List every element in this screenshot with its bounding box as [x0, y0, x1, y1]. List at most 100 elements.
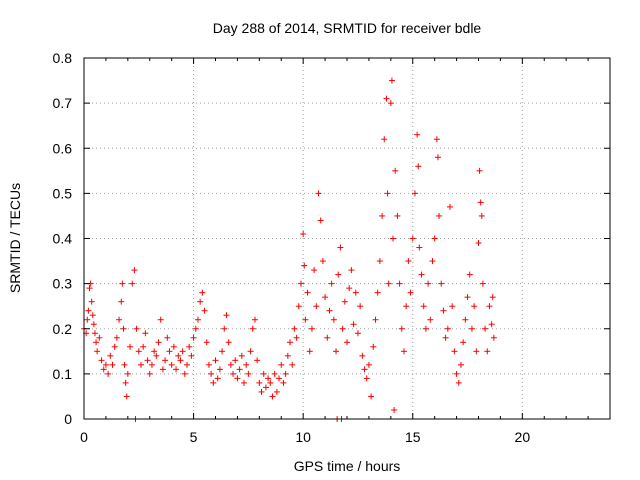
data-point	[333, 348, 340, 355]
data-point	[363, 375, 370, 382]
data-point	[330, 316, 337, 323]
data-point	[462, 316, 469, 323]
data-point	[98, 357, 105, 364]
data-point	[162, 357, 169, 364]
data-point	[192, 325, 199, 332]
data-point	[179, 348, 186, 355]
data-point	[451, 348, 458, 355]
data-point	[418, 271, 425, 278]
data-point	[127, 343, 134, 350]
data-point	[210, 379, 217, 386]
data-point	[394, 212, 401, 219]
data-point	[308, 325, 315, 332]
data-point	[466, 271, 473, 278]
y-tick-label: 0.4	[53, 231, 73, 247]
data-point	[89, 312, 96, 319]
data-point	[267, 379, 274, 386]
data-point	[280, 379, 287, 386]
data-point	[166, 348, 173, 355]
data-point	[184, 361, 191, 368]
data-point	[473, 348, 480, 355]
data-point	[475, 240, 482, 247]
data-point	[282, 370, 289, 377]
data-point	[258, 388, 265, 395]
data-point	[151, 348, 158, 355]
data-point	[490, 334, 497, 341]
data-point	[271, 370, 278, 377]
x-tick-label: 0	[80, 429, 88, 445]
data-point	[88, 298, 95, 305]
data-point	[131, 267, 138, 274]
data-point	[387, 100, 394, 107]
data-point	[238, 352, 245, 359]
data-point	[359, 352, 366, 359]
data-point	[119, 280, 126, 287]
data-point	[477, 199, 484, 206]
data-point	[284, 352, 291, 359]
y-tick-label: 0	[64, 411, 72, 427]
data-point	[190, 334, 197, 341]
data-point	[153, 352, 160, 359]
data-point	[168, 361, 175, 368]
data-point	[422, 325, 429, 332]
data-point	[118, 298, 125, 305]
data-point	[335, 271, 342, 278]
data-point	[135, 348, 142, 355]
data-point	[344, 339, 350, 346]
data-point	[431, 235, 438, 242]
y-tick-label: 0.6	[53, 140, 73, 156]
data-point	[289, 361, 296, 368]
data-point	[374, 289, 381, 296]
data-point	[236, 366, 243, 373]
data-point	[350, 321, 357, 328]
data-point	[317, 217, 324, 224]
data-point	[390, 235, 397, 242]
y-tick-label: 0.7	[53, 95, 73, 111]
data-point	[199, 289, 206, 296]
data-point	[260, 370, 267, 377]
data-point	[384, 190, 391, 197]
y-tick-label: 0.5	[53, 185, 73, 201]
data-point	[273, 388, 280, 395]
data-point	[400, 348, 407, 355]
data-point	[121, 361, 128, 368]
data-point	[315, 190, 322, 197]
data-point	[225, 339, 232, 346]
data-point	[301, 262, 308, 269]
axis-ticks: 0 5 10 15 20 0 0.1 0.2 0.3 0.4 0.5 0.6 0.7 0.8	[53, 50, 611, 445]
data-point	[137, 361, 144, 368]
data-point	[449, 303, 456, 310]
data-point	[124, 370, 131, 377]
data-point	[122, 379, 129, 386]
data-point	[429, 258, 436, 265]
data-point	[398, 325, 405, 332]
data-point	[415, 163, 422, 170]
x-tick-label: 20	[515, 429, 531, 445]
data-point	[142, 330, 149, 337]
data-point	[146, 370, 153, 377]
data-point	[405, 258, 412, 265]
data-point	[175, 352, 182, 359]
data-point	[295, 303, 302, 310]
data-point	[489, 294, 496, 301]
data-point	[155, 339, 162, 346]
data-point	[91, 330, 98, 337]
data-point	[251, 316, 258, 323]
data-point	[129, 280, 136, 287]
data-point	[105, 370, 112, 377]
data-point	[352, 289, 359, 296]
data-point	[486, 303, 493, 310]
data-point	[223, 312, 230, 319]
data-point	[341, 298, 348, 305]
data-point	[133, 325, 140, 332]
data-point	[434, 154, 441, 161]
y-axis-label: SRMTID / TECUs	[7, 183, 23, 293]
x-tick-label: 5	[190, 429, 198, 445]
data-point	[319, 258, 326, 265]
data-points	[81, 77, 497, 422]
data-point	[111, 343, 118, 350]
data-point	[324, 334, 331, 341]
data-point	[361, 366, 368, 373]
